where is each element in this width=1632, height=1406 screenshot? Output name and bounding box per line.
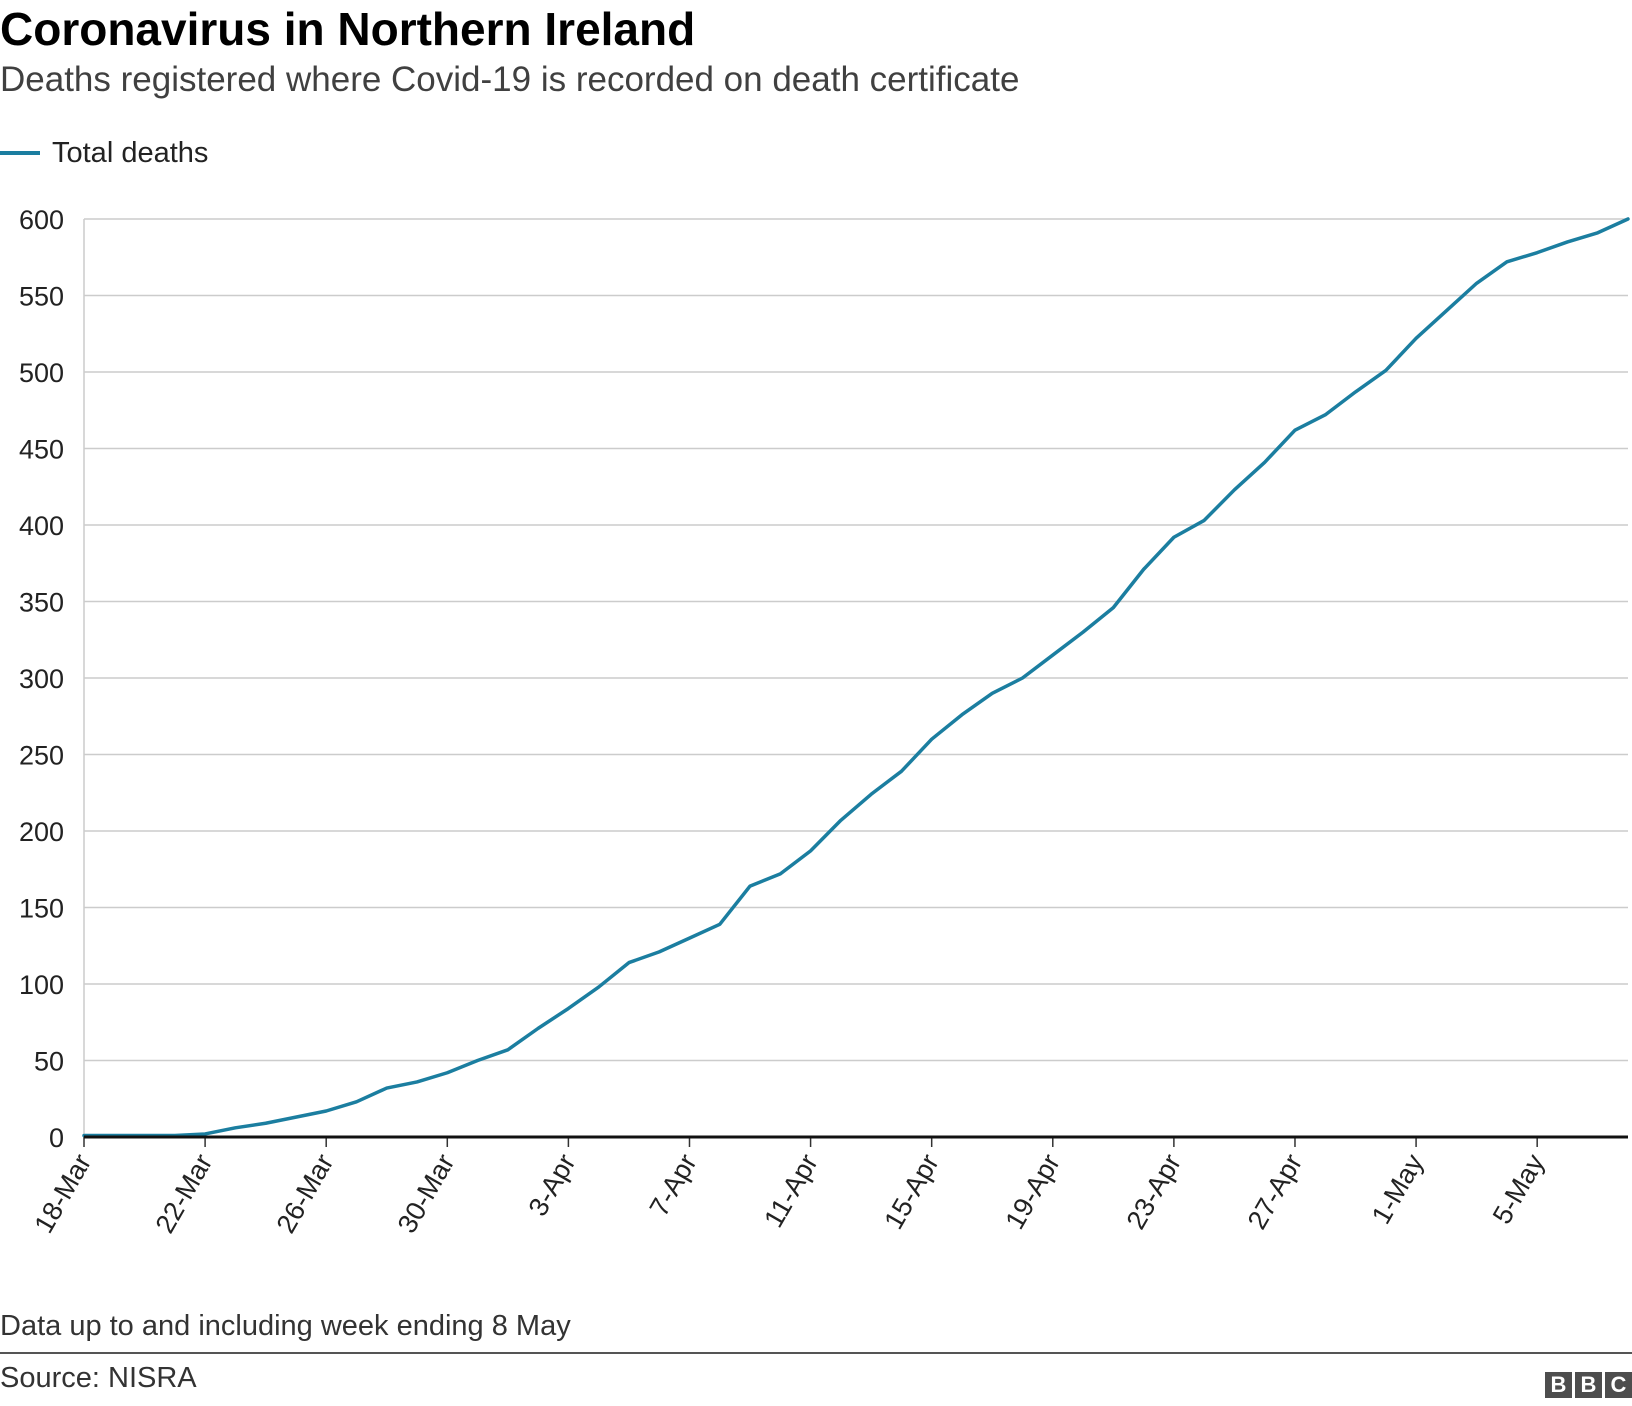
x-tick-label: 1-May [1366, 1149, 1430, 1229]
legend-swatch [0, 151, 40, 155]
x-tick-label: 30-Mar [392, 1149, 461, 1238]
series-line-total-deaths [82, 217, 1630, 1138]
logo-letter: B [1575, 1372, 1602, 1398]
y-tick-label: 450 [19, 435, 64, 465]
y-tick-label: 100 [19, 970, 64, 1000]
y-tick-label: 250 [19, 741, 64, 771]
logo-letter: C [1605, 1372, 1632, 1398]
y-tick-label: 200 [19, 817, 64, 847]
x-tick-label: 26-Mar [271, 1149, 340, 1238]
source-text: Source: NISRA [0, 1362, 197, 1394]
y-tick-label: 400 [19, 511, 64, 541]
x-tick-label: 18-Mar [28, 1149, 97, 1238]
x-tick-label: 19-Apr [999, 1149, 1066, 1234]
y-tick-label: 0 [49, 1123, 64, 1153]
y-tick-label: 500 [19, 358, 64, 388]
x-tick-label: 3-Apr [523, 1149, 582, 1221]
x-tick-label: 5-May [1487, 1149, 1551, 1229]
x-tick-label: 27-Apr [1242, 1149, 1309, 1234]
x-tick-label: 23-Apr [1121, 1149, 1188, 1234]
x-tick-label: 7-Apr [644, 1149, 703, 1221]
line-chart: 0 50 100 150 200 250 300 350 400 450 500 550 600 18-M… [19, 205, 1630, 1238]
x-tick-label: 11-Apr [758, 1149, 824, 1232]
y-tick-label: 550 [19, 282, 64, 312]
footer-divider [0, 1352, 1632, 1354]
y-tick-label: 150 [19, 894, 64, 924]
bbc-logo: B B C [1545, 1372, 1632, 1398]
y-tick-label: 300 [19, 664, 64, 694]
y-tick-label: 600 [19, 205, 64, 235]
y-tick-label: 50 [34, 1047, 64, 1077]
legend: Total deaths [0, 136, 208, 170]
x-tick-label: 15-Apr [878, 1149, 945, 1234]
y-tick-label: 350 [19, 588, 64, 618]
footnote: Data up to and including week ending 8 M… [0, 1310, 571, 1342]
chart-subtitle: Deaths registered where Covid-19 is reco… [0, 60, 1020, 99]
x-tick-label: 22-Mar [150, 1149, 219, 1238]
chart-title: Coronavirus in Northern Ireland [0, 3, 696, 55]
logo-letter: B [1545, 1372, 1572, 1398]
legend-label: Total deaths [52, 136, 209, 169]
